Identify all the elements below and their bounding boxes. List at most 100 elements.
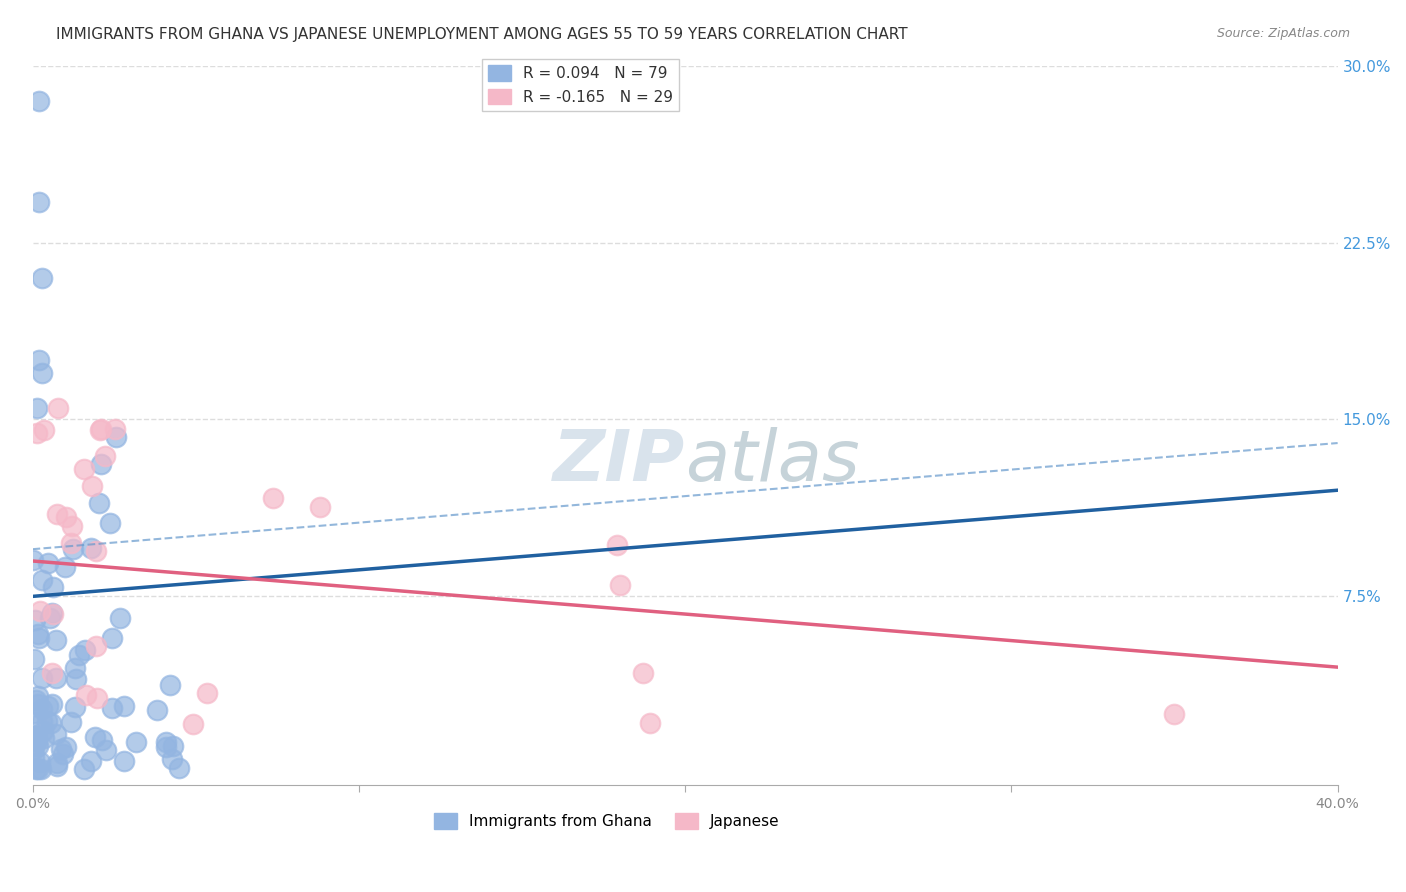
Point bbox=[42, 580, 65, 594]
Point bbox=[45, 633, 67, 648]
Point bbox=[52, 747, 75, 761]
Point bbox=[638, 716, 661, 731]
Point bbox=[27, 762, 49, 776]
Point bbox=[41, 665, 63, 680]
Point bbox=[262, 491, 284, 505]
Point bbox=[63, 700, 86, 714]
Point bbox=[31, 723, 53, 738]
Point bbox=[55, 510, 77, 524]
Point bbox=[146, 703, 169, 717]
Point bbox=[94, 742, 117, 756]
Point bbox=[84, 730, 107, 744]
Point bbox=[31, 671, 53, 685]
Point bbox=[49, 742, 72, 756]
Point bbox=[159, 677, 181, 691]
Point bbox=[28, 604, 51, 618]
Point bbox=[28, 632, 51, 646]
Point bbox=[28, 195, 51, 210]
Point bbox=[80, 541, 103, 555]
Point bbox=[42, 607, 65, 622]
Point bbox=[55, 740, 77, 755]
Point bbox=[125, 734, 148, 748]
Point bbox=[169, 761, 191, 775]
Point bbox=[46, 401, 69, 415]
Point bbox=[27, 698, 49, 712]
Point bbox=[67, 648, 90, 663]
Point bbox=[25, 401, 48, 415]
Point bbox=[37, 556, 59, 570]
Point bbox=[46, 756, 69, 770]
Point bbox=[609, 577, 631, 591]
Text: IMMIGRANTS FROM GHANA VS JAPANESE UNEMPLOYMENT AMONG AGES 55 TO 59 YEARS CORRELA: IMMIGRANTS FROM GHANA VS JAPANESE UNEMPL… bbox=[56, 27, 908, 42]
Point bbox=[27, 627, 49, 641]
Point bbox=[41, 716, 63, 731]
Point bbox=[162, 739, 184, 753]
Point bbox=[39, 611, 62, 625]
Point bbox=[104, 430, 127, 444]
Point bbox=[98, 516, 121, 530]
Point bbox=[60, 519, 83, 533]
Point bbox=[90, 732, 112, 747]
Point bbox=[84, 639, 107, 653]
Point bbox=[37, 699, 59, 714]
Point bbox=[45, 758, 67, 772]
Point bbox=[62, 541, 84, 556]
Legend: Immigrants from Ghana, Japanese: Immigrants from Ghana, Japanese bbox=[427, 806, 786, 835]
Point bbox=[22, 749, 45, 764]
Point bbox=[25, 731, 48, 746]
Point bbox=[63, 661, 86, 675]
Text: ZIP: ZIP bbox=[553, 426, 685, 496]
Point bbox=[110, 610, 132, 624]
Point bbox=[41, 606, 63, 620]
Point bbox=[86, 691, 108, 706]
Point bbox=[31, 702, 53, 716]
Point bbox=[73, 643, 96, 657]
Point bbox=[22, 552, 45, 566]
Point bbox=[73, 461, 96, 475]
Point bbox=[31, 366, 53, 380]
Point bbox=[84, 544, 107, 558]
Point bbox=[1163, 707, 1185, 722]
Point bbox=[24, 730, 46, 744]
Point bbox=[31, 714, 53, 728]
Point bbox=[112, 754, 135, 768]
Point bbox=[59, 535, 82, 549]
Point bbox=[87, 496, 110, 510]
Point bbox=[195, 685, 218, 699]
Point bbox=[27, 739, 49, 754]
Point bbox=[90, 422, 112, 436]
Point bbox=[22, 706, 45, 720]
Point bbox=[606, 538, 628, 552]
Point bbox=[633, 665, 655, 680]
Point bbox=[30, 756, 52, 770]
Point bbox=[27, 426, 49, 441]
Point bbox=[37, 714, 59, 728]
Point bbox=[27, 689, 49, 703]
Point bbox=[45, 671, 67, 685]
Text: Source: ZipAtlas.com: Source: ZipAtlas.com bbox=[1216, 27, 1350, 40]
Point bbox=[65, 672, 87, 686]
Point bbox=[34, 731, 56, 745]
Point bbox=[28, 94, 51, 108]
Point bbox=[53, 560, 76, 574]
Point bbox=[25, 762, 48, 776]
Point bbox=[31, 762, 53, 776]
Point bbox=[155, 735, 177, 749]
Point bbox=[160, 751, 183, 765]
Point bbox=[25, 693, 48, 707]
Point bbox=[31, 271, 53, 285]
Text: atlas: atlas bbox=[685, 426, 859, 496]
Point bbox=[46, 507, 69, 521]
Point bbox=[22, 741, 45, 756]
Point bbox=[72, 762, 94, 776]
Point bbox=[100, 701, 122, 715]
Point bbox=[93, 449, 115, 463]
Point bbox=[24, 613, 46, 627]
Point bbox=[45, 727, 67, 741]
Point bbox=[31, 573, 53, 587]
Point bbox=[60, 715, 83, 730]
Point bbox=[34, 423, 56, 437]
Point bbox=[104, 422, 127, 436]
Point bbox=[80, 754, 103, 768]
Point bbox=[80, 479, 103, 493]
